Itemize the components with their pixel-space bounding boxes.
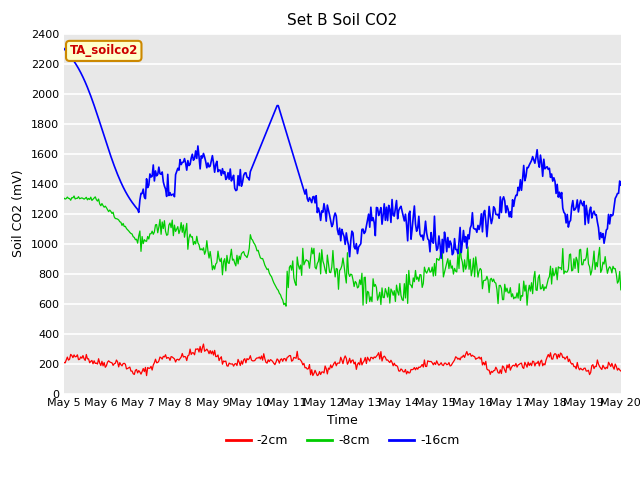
X-axis label: Time: Time <box>327 414 358 427</box>
Y-axis label: Soil CO2 (mV): Soil CO2 (mV) <box>12 170 26 257</box>
Text: TA_soilco2: TA_soilco2 <box>70 44 138 58</box>
Legend: -2cm, -8cm, -16cm: -2cm, -8cm, -16cm <box>221 429 464 452</box>
Title: Set B Soil CO2: Set B Soil CO2 <box>287 13 397 28</box>
